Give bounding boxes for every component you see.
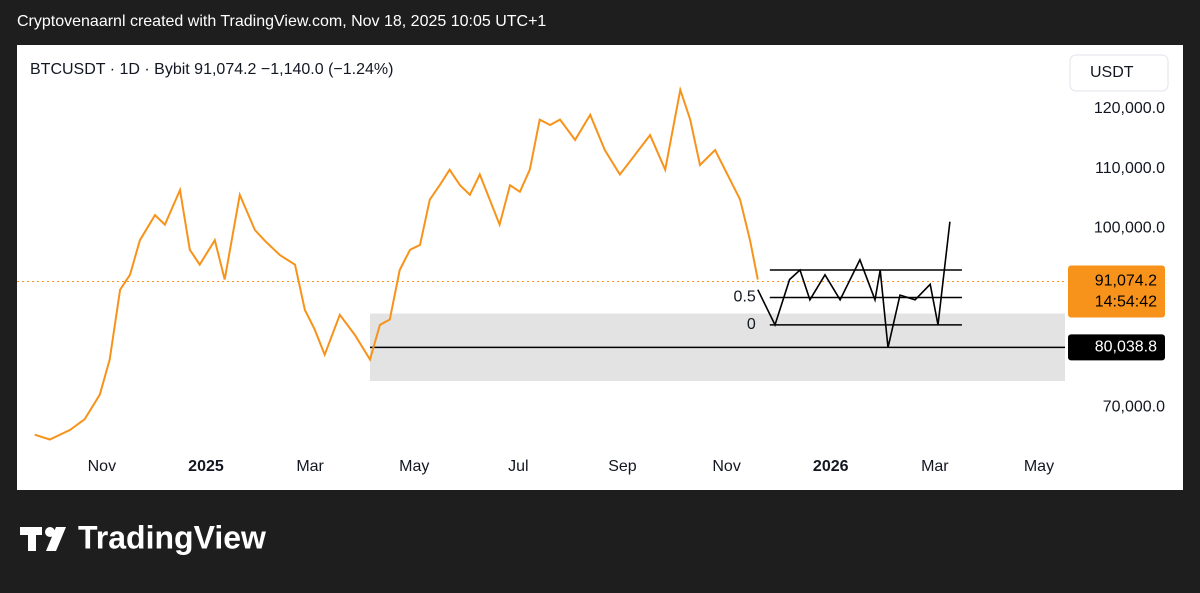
x-tick-label: May (399, 458, 429, 475)
chart-panel (17, 45, 1183, 490)
x-tick-label: May (1024, 458, 1054, 475)
x-tick-label: Mar (921, 458, 949, 475)
x-tick-label: Sep (608, 458, 637, 475)
y-tick-label: 120,000.0 (1094, 100, 1165, 117)
x-tick-label: Nov (88, 458, 116, 475)
x-tick-label: Mar (296, 458, 324, 475)
price-line (757, 221, 951, 348)
currency: USDT (1090, 64, 1134, 81)
countdown: 14:54:42 (1095, 294, 1157, 311)
x-tick-label: Nov (712, 458, 740, 475)
y-tick-label: 70,000.0 (1103, 398, 1165, 415)
last-price-badge (1068, 265, 1165, 318)
level-label: 0 (747, 316, 756, 333)
x-tick-label: Jul (508, 458, 528, 475)
y-tick-label: 110,000.0 (1095, 160, 1165, 177)
support-label: 80,038.8 (1095, 339, 1157, 356)
currency-box (1069, 54, 1169, 92)
last-price-label: 91,074.2 (1095, 273, 1157, 290)
logo (20, 527, 66, 551)
header: Cryptovenaarnl created with TradingView.… (17, 13, 546, 30)
support-badge (1068, 334, 1165, 361)
x-tick-label: 2026 (813, 458, 849, 475)
brand: TradingView (78, 519, 266, 555)
level-label: 0.5 (734, 289, 756, 306)
chart-title: BTCUSDT · 1D · Bybit 91,074.2 −1,140.0 (… (30, 61, 393, 78)
y-tick-label: 100,000.0 (1094, 219, 1165, 236)
price-line (34, 85, 759, 441)
x-tick-label: 2025 (188, 458, 224, 475)
